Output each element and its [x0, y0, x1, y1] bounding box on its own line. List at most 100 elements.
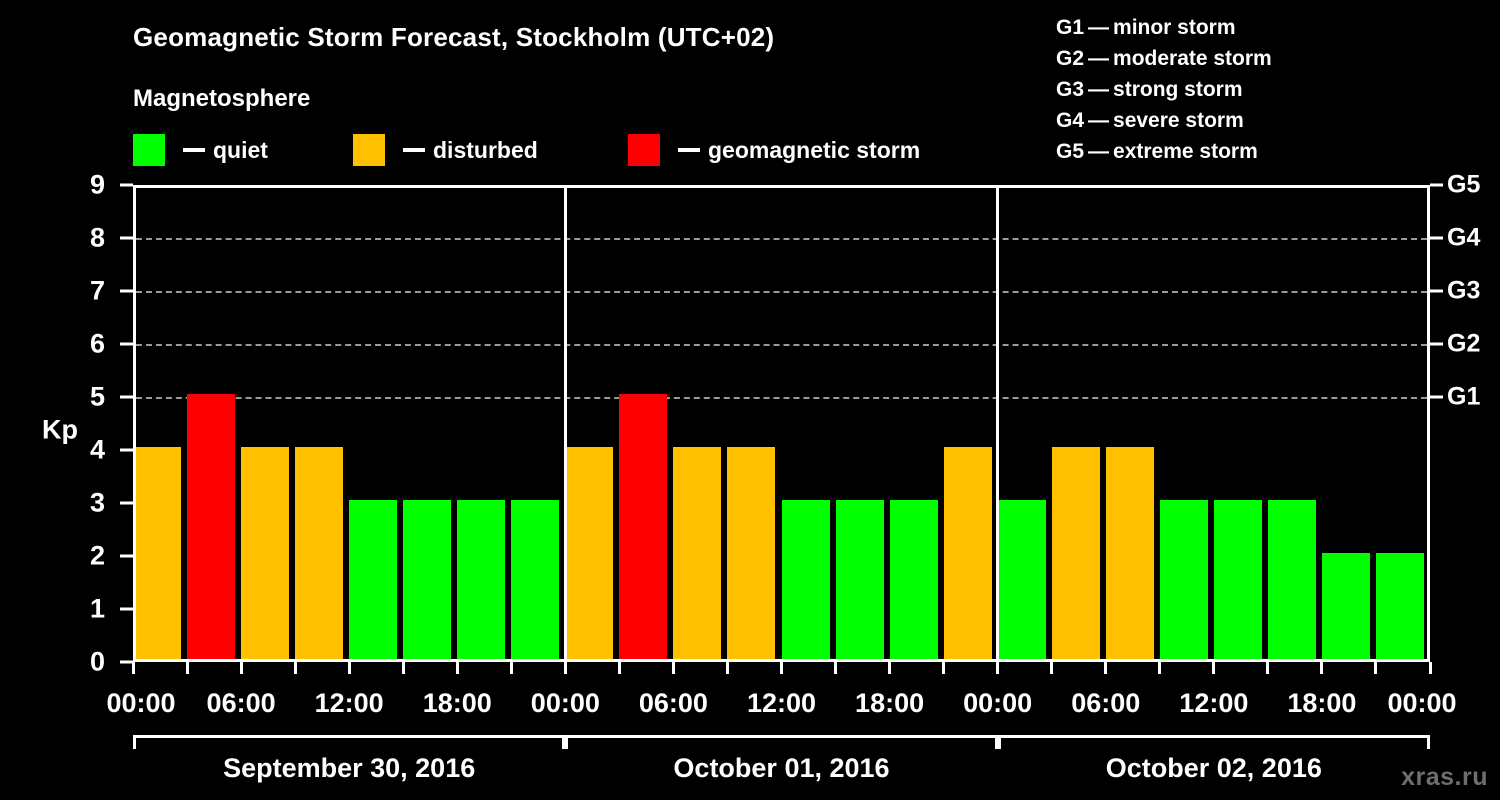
y-tick-mark-4: [120, 448, 133, 452]
bar: [1375, 553, 1424, 659]
y-tick-mark-3: [120, 501, 133, 505]
x-tick-mark: [1374, 662, 1378, 674]
x-tick-mark: [888, 662, 892, 674]
legend-label: geomagnetic storm: [708, 136, 921, 163]
g-scale-legend: G1— minor storm G2— moderate storm G3— strong…: [1056, 12, 1486, 167]
x-tick-mark: [1158, 662, 1162, 674]
g-legend-description: severe storm: [1113, 109, 1244, 132]
x-tick-mark: [347, 662, 351, 674]
x-tick-label: 06:00: [206, 688, 276, 718]
x-tick-label: 12:00: [1179, 688, 1249, 718]
legend-entry-quiet: quiet: [133, 133, 268, 167]
g-legend-row-g2: G2— moderate storm: [1056, 43, 1486, 74]
x-tick-mark: [725, 662, 729, 674]
y-tick-label-6: 6: [89, 328, 105, 359]
g-legend-separator: —: [1088, 109, 1110, 132]
day-band: [133, 735, 566, 749]
y-tick-mark-6: [120, 342, 133, 346]
x-tick-label: 00:00: [530, 688, 600, 718]
x-tick-mark: [780, 662, 783, 674]
legend-label: disturbed: [433, 136, 538, 163]
legend-label: quiet: [213, 136, 268, 163]
day-band: [565, 735, 998, 749]
legend-dash-icon: [183, 148, 205, 152]
bar: [187, 394, 236, 659]
y-tick-label-4: 4: [89, 434, 105, 465]
day-label: September 30, 2016: [223, 753, 476, 783]
bar: [727, 447, 776, 659]
x-tick-label: 12:00: [314, 688, 384, 718]
g-legend-separator: —: [1088, 47, 1110, 70]
x-tick-label: 00:00: [1387, 688, 1457, 718]
x-tick-label: 18:00: [422, 688, 492, 718]
y-tick-label-5: 5: [89, 381, 105, 412]
g-axis-label-g1: G1: [1447, 382, 1481, 411]
g-tick-mark-g4: [1430, 236, 1443, 240]
x-tick-mark: [1212, 662, 1216, 674]
x-tick-label: 00:00: [106, 688, 176, 718]
day-divider: [996, 188, 1000, 659]
x-tick-mark: [1104, 662, 1108, 674]
legend-swatch-geomagnetic-storm: [628, 134, 660, 166]
g-legend-description: minor storm: [1113, 16, 1236, 39]
y-tick-mark-5: [120, 395, 133, 399]
x-tick-mark: [834, 662, 838, 674]
legend-swatch-quiet: [133, 134, 165, 166]
x-tick-mark: [1320, 662, 1324, 674]
x-tick-mark: [1050, 662, 1054, 674]
y-tick-label-8: 8: [89, 222, 105, 253]
y-tick-mark-2: [120, 554, 133, 558]
bar: [889, 500, 938, 659]
gridline-kp-8: [136, 238, 1427, 240]
bar: [619, 394, 668, 659]
x-tick-mark: [239, 662, 243, 674]
bar: [349, 500, 398, 659]
x-tick-mark: [401, 662, 405, 674]
x-tick-label: 06:00: [1071, 688, 1141, 718]
y-tick-label-3: 3: [89, 487, 105, 518]
bar: [457, 500, 506, 659]
y-tick-mark-8: [120, 236, 133, 240]
y-tick-label-2: 2: [89, 540, 105, 571]
bar: [673, 447, 722, 659]
y-axis-title: Kp: [42, 414, 78, 445]
bar: [835, 500, 884, 659]
plot-area: [133, 185, 1430, 662]
g-legend-row-g5: G5— extreme storm: [1056, 136, 1486, 167]
page-title: Geomagnetic Storm Forecast, Stockholm (U…: [133, 22, 775, 52]
x-tick-label: 06:00: [638, 688, 708, 718]
day-label: October 01, 2016: [673, 753, 890, 783]
g-legend-row-g3: G3— strong storm: [1056, 74, 1486, 105]
day-label: October 02, 2016: [1105, 753, 1322, 783]
x-tick-mark: [131, 662, 135, 674]
bar: [511, 500, 560, 659]
g-legend-code: G4: [1056, 109, 1085, 132]
bar: [1321, 553, 1370, 659]
bar: [1159, 500, 1208, 659]
legend-swatch-disturbed: [353, 134, 385, 166]
g-tick-mark-g3: [1430, 289, 1443, 293]
x-tick-mark: [455, 662, 459, 674]
bar: [943, 447, 992, 659]
x-tick-mark: [1266, 662, 1270, 674]
g-legend-code: G2: [1056, 47, 1085, 70]
day-divider: [563, 188, 567, 659]
y-tick-mark-9: [120, 183, 133, 187]
x-tick-mark: [293, 662, 297, 674]
x-tick-mark: [996, 662, 1000, 674]
gridline-kp-9: [136, 185, 1427, 187]
x-tick-label: 18:00: [1287, 688, 1357, 718]
g-legend-row-g4: G4— severe storm: [1056, 105, 1486, 136]
bar: [136, 447, 182, 659]
y-tick-label-1: 1: [89, 593, 105, 624]
day-band: [997, 735, 1430, 749]
g-tick-mark-g5: [1430, 183, 1443, 187]
g-legend-code: G1: [1056, 16, 1085, 39]
legend-entry-geomagnetic-storm: geomagnetic storm: [628, 133, 920, 167]
g-legend-description: strong storm: [1113, 78, 1243, 101]
x-tick-mark: [671, 662, 675, 674]
y-tick-mark-0: [120, 660, 133, 664]
x-tick-mark: [617, 662, 621, 674]
watermark: xras.ru: [1401, 763, 1488, 791]
